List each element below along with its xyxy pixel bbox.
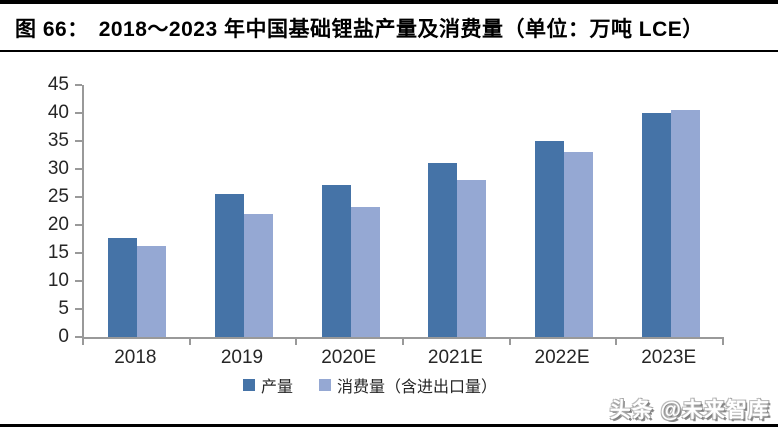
category-group-2023E bbox=[617, 85, 724, 337]
y-tick-label-35: 35 bbox=[47, 130, 69, 151]
x-tick-label-2019: 2019 bbox=[220, 347, 264, 368]
legend-swatch-production bbox=[242, 379, 255, 391]
category-group-2021E bbox=[404, 85, 511, 337]
bar-consumption-2018 bbox=[137, 246, 167, 337]
y-tick-label-25: 25 bbox=[47, 186, 69, 207]
watermark: 头条 @未来智库 bbox=[609, 399, 770, 422]
figure-title-text: 2018～2023 年中国基础锂盐产量及消费量（单位：万吨 LCE） bbox=[98, 18, 704, 41]
x-tick-mark bbox=[615, 338, 618, 345]
y-tick-mark-45 bbox=[75, 84, 82, 86]
bar-consumption-2023E bbox=[670, 110, 700, 337]
y-tick-label-10: 10 bbox=[47, 270, 69, 291]
y-tick-mark-5 bbox=[75, 308, 82, 310]
y-tick-mark-35 bbox=[75, 140, 82, 142]
legend-item-consumption: 消费量（含进出口量） bbox=[319, 373, 497, 397]
figure-title: 图 66： 2018～2023 年中国基础锂盐产量及消费量（单位：万吨 LCE） bbox=[15, 13, 765, 43]
bar-production-2018 bbox=[108, 237, 138, 337]
category-group-2018 bbox=[84, 85, 191, 337]
y-axis: 0 5 10 15 20 25 30 35 40 45 bbox=[0, 74, 82, 347]
y-tick-mark-20 bbox=[75, 224, 82, 226]
figure-label: 图 66： bbox=[15, 18, 89, 41]
legend-label-production: 产量 bbox=[260, 379, 293, 396]
y-tick-label-20: 20 bbox=[47, 214, 69, 235]
y-tick-label-40: 40 bbox=[47, 102, 69, 123]
title-divider-rule bbox=[0, 50, 778, 52]
category-group-2019 bbox=[191, 85, 298, 337]
y-tick-mark-15 bbox=[75, 252, 82, 254]
bar-production-2022E bbox=[535, 141, 565, 337]
y-tick-label-45: 45 bbox=[47, 74, 69, 95]
bar-production-2019 bbox=[215, 193, 244, 337]
y-tick-label-30: 30 bbox=[47, 158, 69, 179]
x-tick-mark bbox=[402, 338, 404, 345]
bar-production-2023E bbox=[641, 113, 671, 337]
x-tick-label-2021E: 2021E bbox=[427, 347, 483, 368]
plot-area bbox=[82, 85, 724, 339]
bar-consumption-2022E bbox=[564, 152, 594, 337]
legend-swatch-consumption bbox=[319, 379, 331, 391]
y-tick-mark-40 bbox=[75, 112, 82, 114]
x-tick-mark bbox=[295, 338, 298, 345]
y-tick-mark-0 bbox=[75, 336, 82, 338]
x-tick-mark bbox=[82, 338, 84, 345]
y-tick-label-15: 15 bbox=[47, 242, 69, 263]
bar-production-2020E bbox=[321, 184, 351, 337]
x-axis-labels: 2018 2019 2020E 2021E 2022E 2023E bbox=[82, 347, 722, 369]
legend-item-production: 产量 bbox=[242, 373, 293, 397]
bar-consumption-2019 bbox=[244, 214, 273, 337]
legend-label-consumption: 消费量（含进出口量） bbox=[337, 379, 498, 396]
y-tick-mark-25 bbox=[75, 196, 82, 198]
category-group-2020E bbox=[297, 85, 404, 337]
x-tick-label-2023E: 2023E bbox=[641, 347, 697, 368]
y-tick-mark-10 bbox=[75, 280, 82, 282]
x-axis-ticks bbox=[82, 338, 726, 346]
bottom-border-rule bbox=[0, 424, 778, 427]
x-tick-mark bbox=[508, 338, 511, 345]
x-tick-label-2022E: 2022E bbox=[534, 347, 590, 368]
y-tick-mark-30 bbox=[75, 168, 82, 170]
top-border-rule bbox=[0, 0, 778, 4]
bar-production-2021E bbox=[428, 163, 458, 337]
x-tick-label-2020E: 2020E bbox=[321, 347, 377, 368]
category-group-2022E bbox=[511, 85, 618, 337]
x-tick-mark bbox=[188, 338, 191, 345]
x-tick-mark bbox=[722, 338, 724, 345]
chart-legend: 产量 消费量（含进出口量） bbox=[50, 373, 690, 397]
x-tick-label-2018: 2018 bbox=[114, 347, 157, 368]
bar-consumption-2021E bbox=[457, 180, 487, 337]
y-tick-label-0: 0 bbox=[58, 326, 69, 347]
y-tick-label-5: 5 bbox=[58, 298, 69, 319]
bar-consumption-2020E bbox=[350, 206, 380, 337]
